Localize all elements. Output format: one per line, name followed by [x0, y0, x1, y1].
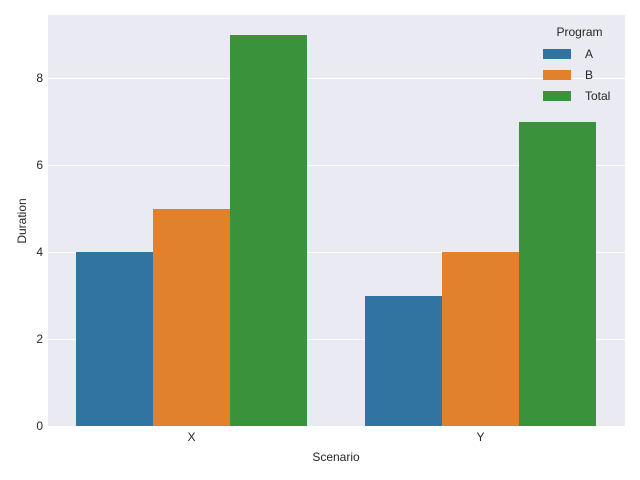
legend-item: Total: [535, 85, 620, 106]
legend-swatch-icon: [543, 48, 571, 59]
gridline: [48, 78, 625, 79]
gridline: [48, 426, 625, 427]
legend-swatch-icon: [543, 69, 571, 80]
legend-item: A: [535, 43, 620, 64]
y-tick-label: 6: [36, 158, 43, 172]
bar-y-b: [442, 252, 519, 426]
y-tick-label: 0: [36, 419, 43, 433]
x-tick-label: X: [187, 430, 196, 444]
plot-area: [48, 15, 625, 427]
bar-y-a: [365, 295, 442, 426]
legend-title: Program: [556, 25, 603, 39]
bar-x-total: [230, 34, 307, 426]
legend-item: B: [535, 64, 620, 85]
y-axis-label: Duration: [15, 198, 29, 244]
bar-x-b: [153, 208, 230, 426]
gridline: [48, 339, 625, 340]
bar-y-total: [519, 121, 596, 426]
legend: Program A B Total: [535, 25, 620, 106]
legend-label: Total: [585, 88, 611, 103]
y-tick-label: 2: [36, 332, 43, 346]
legend-label: B: [585, 67, 594, 82]
y-tick-label: 4: [36, 245, 43, 259]
legend-swatch-icon: [543, 90, 571, 101]
legend-label: A: [585, 46, 594, 61]
y-tick-label: 8: [36, 71, 43, 85]
bar-x-a: [76, 252, 153, 426]
gridline: [48, 252, 625, 253]
gridline: [48, 165, 625, 166]
x-tick-label: Y: [476, 430, 485, 444]
x-axis-label: Scenario: [312, 450, 360, 464]
